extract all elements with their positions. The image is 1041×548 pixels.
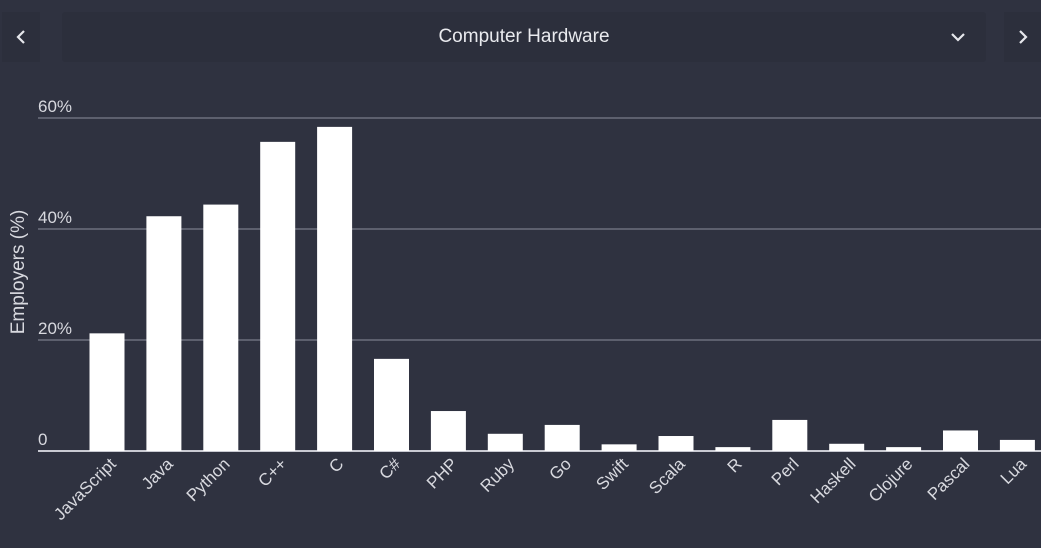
x-tick-label: Lua	[997, 454, 1031, 488]
bar-scala[interactable]	[658, 436, 694, 451]
x-tick-label: Swift	[592, 454, 632, 494]
x-tick-label: C++	[254, 454, 290, 490]
bar-cplusplus[interactable]	[260, 141, 296, 451]
bar-go[interactable]	[544, 424, 580, 451]
y-axis-ticks: 0 20% 40% 60%	[38, 97, 72, 449]
x-tick-label: PHP	[423, 454, 461, 492]
bar-clojure[interactable]	[886, 447, 922, 451]
next-category-button[interactable]	[1004, 12, 1041, 62]
x-tick-label: Haskell	[807, 454, 860, 507]
chevron-right-icon	[1018, 30, 1028, 44]
bar-php[interactable]	[430, 411, 466, 451]
bar-python[interactable]	[203, 204, 239, 451]
bar-c[interactable]	[317, 126, 353, 451]
gridlines	[38, 117, 1041, 452]
x-axis-labels: JavaScript Java Python C++ C C# PHP Ruby Go Swift…	[50, 454, 1030, 524]
x-tick-label: Go	[546, 454, 575, 483]
x-tick-label: C	[325, 454, 347, 476]
employers-bar-chart: 0 20% 40% 60% JavaScript Java Python C++ C C# PHP…	[8, 97, 1041, 524]
x-tick-label: Java	[138, 454, 177, 493]
x-tick-label: R	[724, 454, 746, 476]
selected-category-label: Computer Hardware	[438, 26, 610, 47]
bar-pascal[interactable]	[943, 430, 978, 451]
x-tick-label: Perl	[768, 454, 803, 489]
y-tick-label: 20%	[38, 319, 72, 338]
y-tick-label: 0	[38, 430, 47, 449]
x-tick-label: Clojure	[865, 454, 917, 506]
chevron-left-icon	[16, 30, 25, 44]
x-tick-label: JavaScript	[50, 454, 120, 524]
y-axis-title: Employers (%)	[8, 210, 29, 335]
x-tick-label: Scala	[645, 454, 689, 498]
previous-category-button[interactable]	[2, 12, 40, 62]
x-tick-label: C#	[376, 454, 405, 483]
bar-perl[interactable]	[772, 419, 808, 451]
bars	[89, 126, 1035, 451]
x-tick-label: Python	[183, 454, 234, 505]
bar-ruby[interactable]	[487, 433, 523, 451]
chevron-down-icon	[951, 33, 965, 42]
category-dropdown[interactable]: Computer Hardware	[62, 12, 986, 62]
bar-r[interactable]	[715, 447, 751, 451]
y-tick-label: 40%	[38, 208, 72, 227]
bar-csharp[interactable]	[374, 358, 409, 451]
bar-lua[interactable]	[999, 439, 1035, 451]
x-tick-label: Pascal	[924, 454, 974, 504]
bar-javascript[interactable]	[89, 333, 125, 451]
bar-java[interactable]	[146, 216, 182, 451]
x-tick-label: Ruby	[477, 454, 519, 496]
y-tick-label: 60%	[38, 97, 72, 116]
bar-swift[interactable]	[601, 444, 637, 451]
category-navigation: Computer Hardware	[0, 0, 1041, 75]
bar-haskell[interactable]	[829, 443, 865, 451]
